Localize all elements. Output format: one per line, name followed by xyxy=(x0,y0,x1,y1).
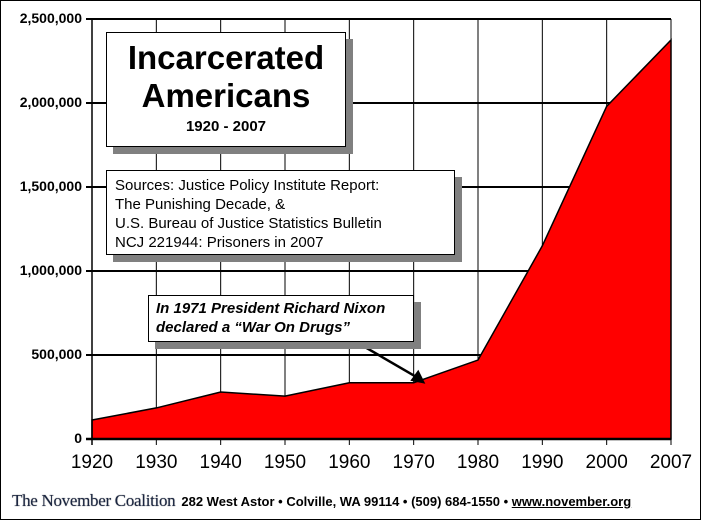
y-tick-label: 1,000,000 xyxy=(19,262,82,278)
war-on-drugs-annotation: In 1971 President Richard Nixon declared… xyxy=(148,295,414,342)
source-line: Sources: Justice Policy Institute Report… xyxy=(115,177,380,194)
x-tick-label: 2007 xyxy=(649,452,693,473)
x-tick-label: 1990 xyxy=(521,452,564,473)
sources-box: Sources: Justice Policy Institute Report… xyxy=(106,170,455,255)
x-tick-label: 1970 xyxy=(392,452,435,473)
footer-website-link[interactable]: www.november.org xyxy=(511,494,632,509)
y-tick-label: 2,500,000 xyxy=(19,10,82,26)
annotation-line: In 1971 President Richard Nixon xyxy=(156,300,386,317)
x-tick-label: 1950 xyxy=(263,452,307,473)
x-tick-label: 1960 xyxy=(328,452,371,473)
x-tick-label: 1920 xyxy=(70,452,114,473)
y-tick-label: 0 xyxy=(74,430,82,446)
chart-title-box: Incarcerated Americans 1920 - 2007 xyxy=(106,32,346,147)
chart-title-line1: Incarcerated xyxy=(127,39,325,76)
x-tick-label: 1980 xyxy=(456,452,500,473)
annotation-arrow xyxy=(357,341,426,384)
x-tick-label: 2000 xyxy=(585,452,628,473)
footer-address: 282 West Astor • Colville, WA 99114 • (5… xyxy=(181,494,512,509)
x-tick-label: 1930 xyxy=(135,452,178,473)
arrow-head-icon xyxy=(410,369,426,384)
footer: The November Coalition 282 West Astor • C… xyxy=(12,491,692,513)
source-line: U.S. Bureau of Justice Statistics Bullet… xyxy=(115,215,382,232)
arrow-shaft xyxy=(357,341,420,380)
y-tick-label: 1,500,000 xyxy=(19,178,82,194)
x-tick-label: 1940 xyxy=(199,452,242,473)
y-tick-label: 2,000,000 xyxy=(19,94,82,110)
annotation-line: declared a “War On Drugs” xyxy=(156,319,350,336)
axes xyxy=(86,18,672,445)
chart-title-line2: Americans xyxy=(141,77,311,114)
source-line: The Punishing Decade, & xyxy=(115,196,286,213)
source-line: NCJ 221944: Prisoners in 2007 xyxy=(115,234,324,251)
chart-subtitle-range: 1920 - 2007 xyxy=(185,118,267,135)
y-tick-label: 500,000 xyxy=(31,346,82,362)
november-coalition-logo: The November Coalition xyxy=(12,491,176,510)
